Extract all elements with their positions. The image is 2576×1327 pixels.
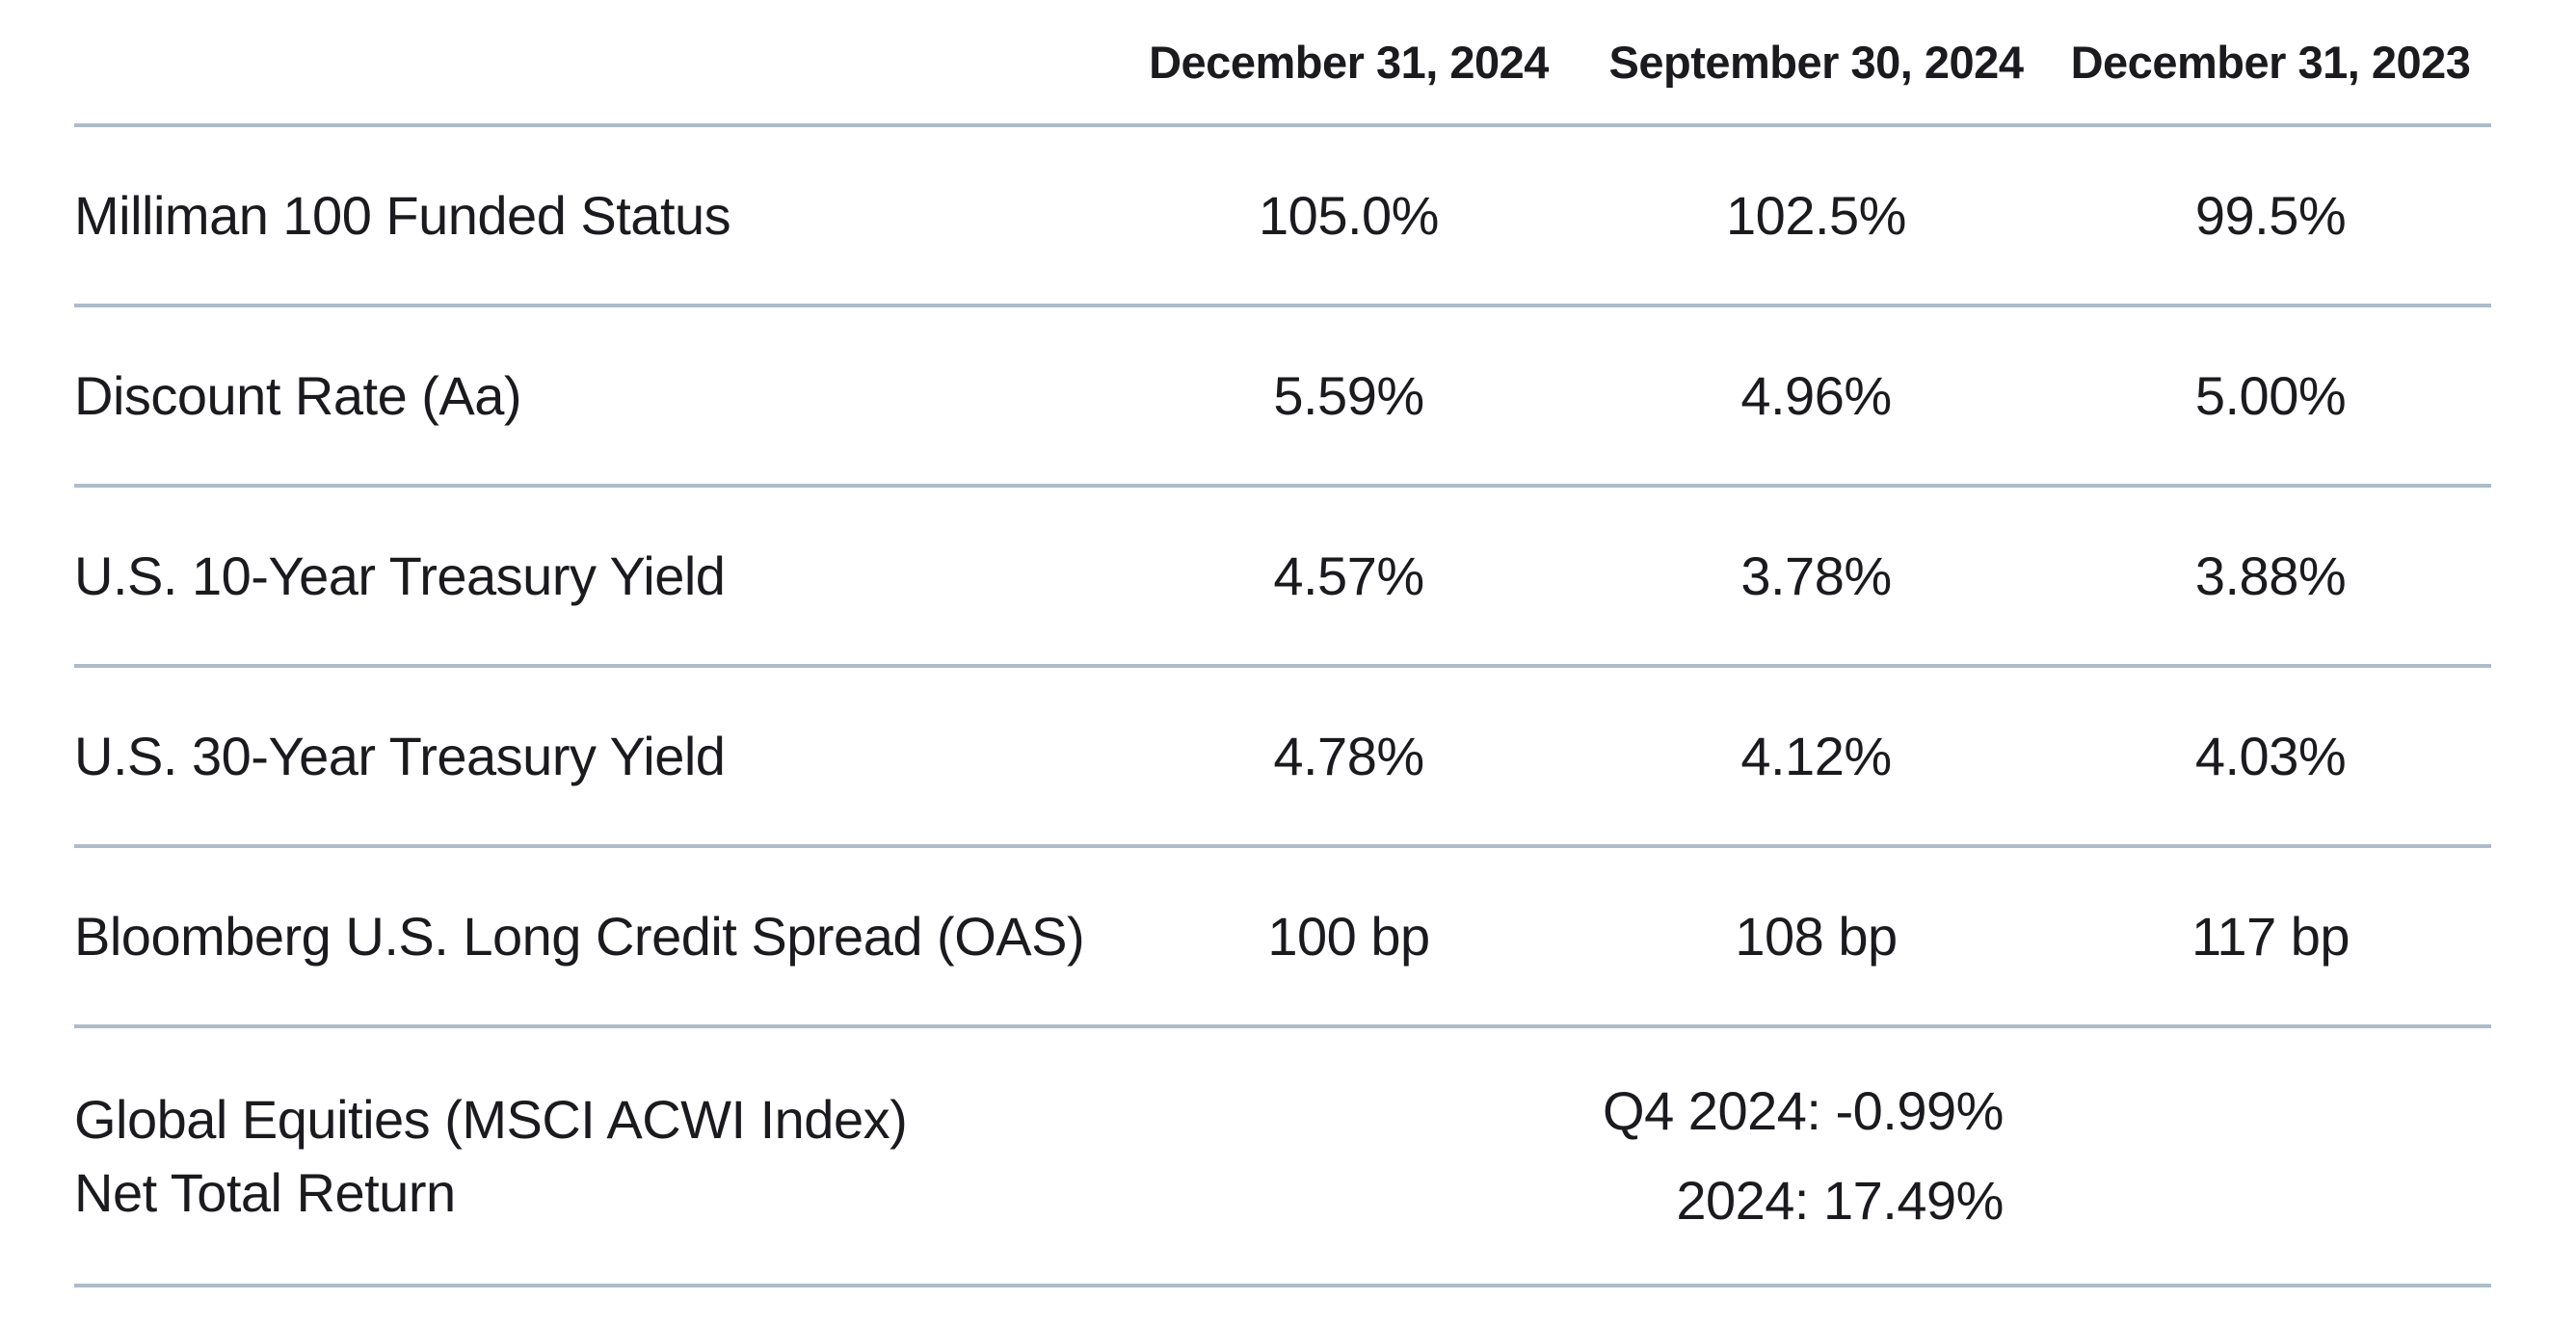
merged-value-line-2: 2024: 17.49% <box>1676 1169 2004 1231</box>
pension-funding-table-container: December 31, 2024 September 30, 2024 Dec… <box>74 0 2491 1287</box>
table-row-discount-rate: Discount Rate (Aa) 5.59% 4.96% 5.00% <box>74 305 2491 486</box>
merged-value-block: Q4 2024: -0.99% 2024: 17.49% <box>1603 1067 2004 1245</box>
table-row-global-equities: Global Equities (MSCI ACWI Index) Net To… <box>74 1026 2491 1286</box>
cell-value: 4.96% <box>1740 365 1892 426</box>
row-label: U.S. 30-Year Treasury Yield <box>74 725 726 786</box>
table-row-10yr-treasury: U.S. 10-Year Treasury Yield 4.57% 3.78% … <box>74 486 2491 666</box>
row-label: Discount Rate (Aa) <box>74 364 522 426</box>
cell-value: 4.03% <box>2194 726 2347 786</box>
column-header-sep-30-2024: September 30, 2024 <box>1608 36 2024 88</box>
cell-value: 3.88% <box>2194 545 2347 606</box>
cell-value: 105.0% <box>1259 185 1439 246</box>
cell-value: 102.5% <box>1726 185 1906 246</box>
cell-merged-value: Q4 2024: -0.99% 2024: 17.49% <box>1115 1026 2491 1286</box>
table-row-30yr-treasury: U.S. 30-Year Treasury Yield 4.78% 4.12% … <box>74 666 2491 846</box>
table-header-row: December 31, 2024 September 30, 2024 Dec… <box>74 0 2491 125</box>
cell-value: 100 bp <box>1267 906 1430 967</box>
table-row-funded-status: Milliman 100 Funded Status 105.0% 102.5%… <box>74 125 2491 305</box>
cell-value: 4.78% <box>1273 726 1424 786</box>
row-label-multiline: Global Equities (MSCI ACWI Index) Net To… <box>74 1026 1115 1286</box>
pension-funding-table: December 31, 2024 September 30, 2024 Dec… <box>74 0 2491 1287</box>
column-header-dec-31-2023: December 31, 2023 <box>2070 36 2471 88</box>
cell-value: 4.57% <box>1273 545 1424 606</box>
table-row-long-credit-spread: Bloomberg U.S. Long Credit Spread (OAS) … <box>74 846 2491 1026</box>
cell-value: 5.59% <box>1273 365 1424 426</box>
cell-value: 117 bp <box>2191 906 2350 967</box>
cell-value: 3.78% <box>1740 545 1892 606</box>
row-label: Milliman 100 Funded Status <box>74 184 731 246</box>
cell-value: 108 bp <box>1735 906 1898 967</box>
row-label-line-1: Global Equities (MSCI ACWI Index) <box>74 1088 908 1150</box>
row-label: U.S. 10-Year Treasury Yield <box>74 544 726 606</box>
cell-value: 5.00% <box>2194 365 2347 426</box>
column-header-dec-31-2024: December 31, 2024 <box>1149 36 1549 88</box>
cell-value: 4.12% <box>1740 726 1892 786</box>
cell-value: 99.5% <box>2194 185 2347 246</box>
merged-value-line-1: Q4 2024: -0.99% <box>1603 1080 2004 1142</box>
column-header-empty <box>74 0 1115 125</box>
row-label: Bloomberg U.S. Long Credit Spread (OAS) <box>74 905 1085 967</box>
row-label-line-2: Net Total Return <box>74 1161 456 1223</box>
